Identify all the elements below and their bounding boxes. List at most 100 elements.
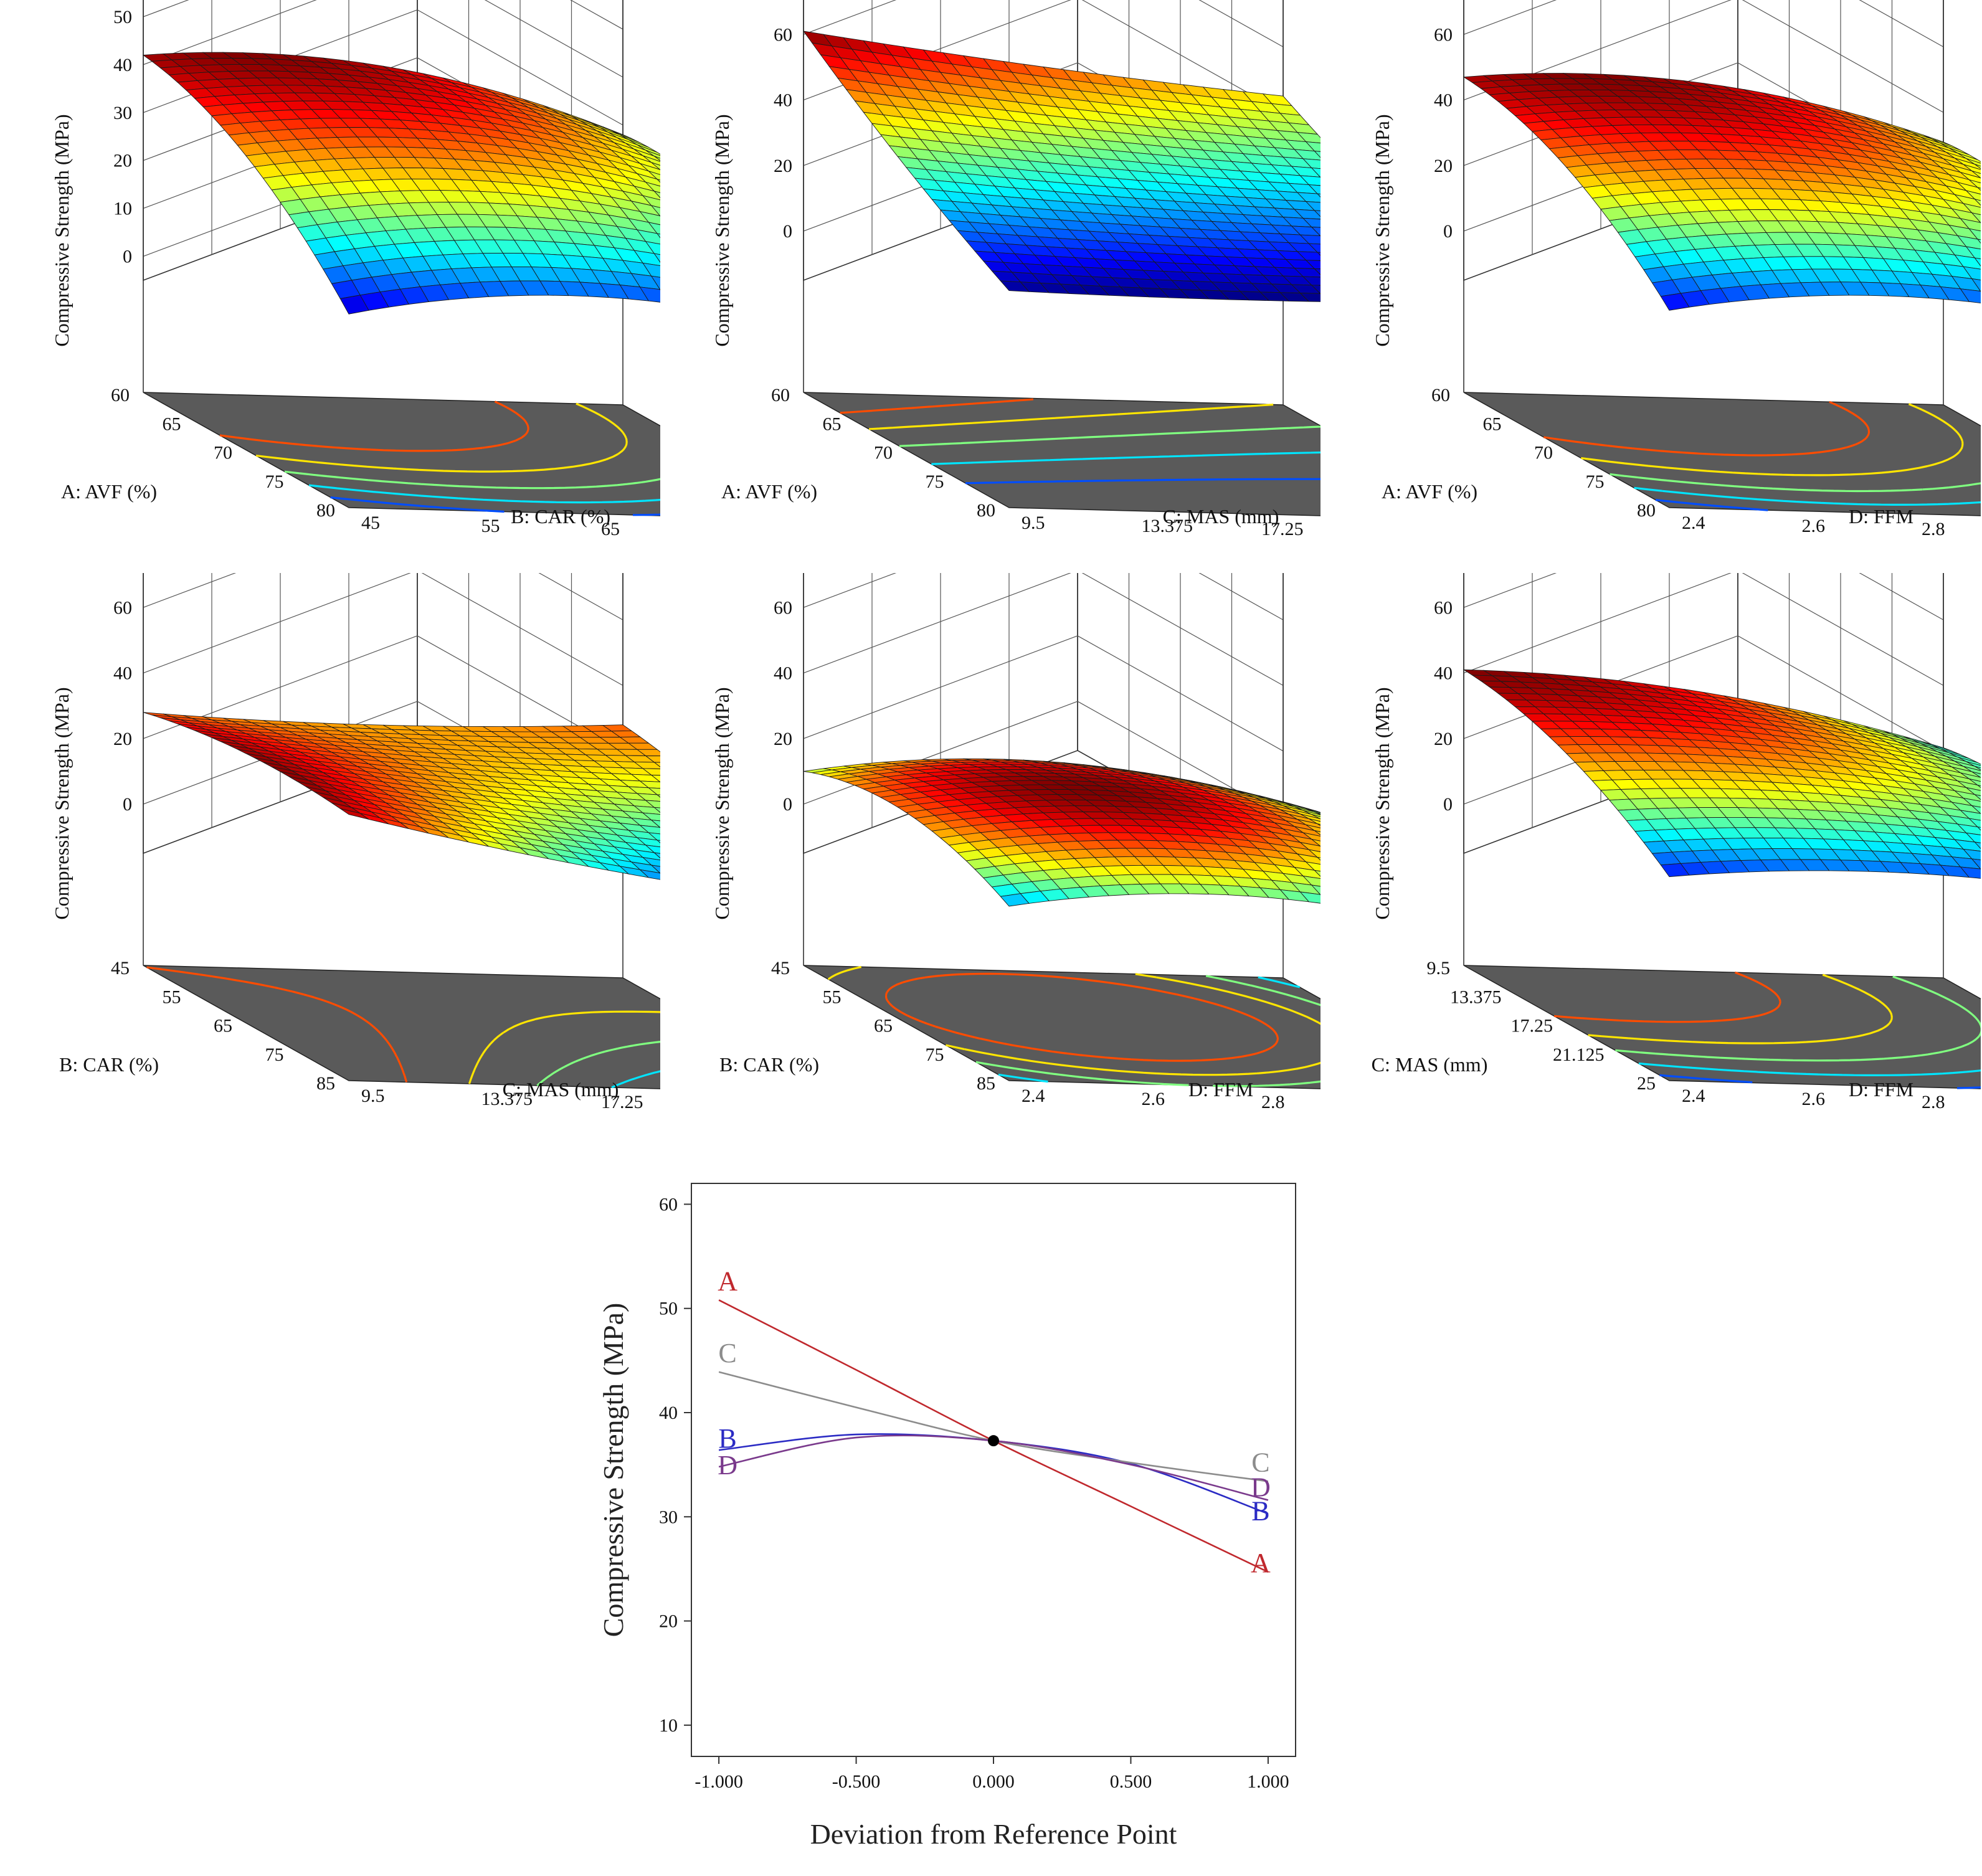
z-tick-label: 0 <box>1443 794 1453 815</box>
surface-cell <box>1973 198 1981 206</box>
x-tick-label: 55 <box>163 987 181 1007</box>
wall-grid-line <box>1198 573 1284 620</box>
response-surface <box>1463 669 1981 879</box>
z-axis-label: Compressive Strength (MPa) <box>50 114 73 346</box>
surface-cell <box>1305 141 1321 152</box>
y-tick-label: 50 <box>659 1299 678 1319</box>
surface-cell <box>645 845 660 854</box>
x-tick-label: 75 <box>265 471 284 492</box>
wall-grid-line <box>1463 0 1557 35</box>
surface-cell <box>1311 884 1321 895</box>
x-tick-label: 75 <box>926 1045 944 1065</box>
y-tick-label: 2.6 <box>1142 1089 1165 1109</box>
x-axis-label: B: CAR (%) <box>719 1053 819 1076</box>
surface-cell <box>636 749 660 757</box>
surface-cell <box>642 812 660 822</box>
x-tick-label: 60 <box>1431 385 1450 405</box>
surface-cell <box>1305 861 1321 872</box>
z-axis-label: Compressive Strength (MPa) <box>50 687 73 919</box>
surface-cell <box>1296 251 1321 261</box>
x-tick-label: -1.000 <box>695 1771 743 1792</box>
series-label-end-C: C <box>1251 1447 1269 1477</box>
response-surface <box>1463 73 1981 311</box>
x-tick-label: 65 <box>163 414 181 434</box>
surface-cell <box>1971 805 1981 814</box>
surface-cell <box>1317 823 1321 827</box>
x-tick-label: 21.125 <box>1553 1045 1605 1065</box>
x-tick-label: 80 <box>1637 500 1656 521</box>
surface-cell <box>648 222 660 235</box>
y-tick-label: 2.4 <box>1682 1086 1705 1106</box>
surface-cell <box>1314 210 1321 217</box>
y-axis-label: D: FFM <box>1849 505 1913 528</box>
wall-grid-line <box>143 573 237 608</box>
surface-cell <box>1316 193 1321 197</box>
contour-level <box>1659 1074 1981 1089</box>
perturbation-plot: 10 20 30 40 50 60 -1.000 -0.500 0.000 0.500 1.000 D… <box>597 1183 1296 1850</box>
wall-grid-line <box>1463 573 1732 674</box>
surface-cell <box>653 852 660 859</box>
series-label-start-A: A <box>718 1266 737 1296</box>
surface-cell <box>1297 819 1321 828</box>
series-label-start-B: B <box>718 1423 736 1454</box>
y-tick-label: 30 <box>659 1507 678 1527</box>
surface-cell <box>1966 158 1981 167</box>
surface-cell <box>645 800 660 808</box>
floor-contour-plane <box>143 965 660 1089</box>
surface-cell <box>648 171 660 181</box>
z-tick-label: 30 <box>113 103 132 123</box>
surface-cell <box>636 837 660 848</box>
series-label-end-B: B <box>1251 1495 1269 1526</box>
z-tick-label: 40 <box>1434 90 1453 111</box>
z-tick-label: 60 <box>113 597 132 618</box>
z-tick-label: 0 <box>783 221 792 242</box>
surface-cell <box>1296 853 1321 865</box>
surface-cell <box>642 262 660 278</box>
surface-cell <box>1966 787 1981 797</box>
y-tick-label: 10 <box>659 1715 678 1736</box>
y-axis-label: Compressive Strength (MPa) <box>597 1303 629 1637</box>
surface-cell <box>645 181 660 193</box>
floor-contour-plane <box>803 392 1321 516</box>
surface-cell <box>642 155 660 166</box>
x-axis-label: A: AVF (%) <box>1382 480 1477 503</box>
reference-point-marker <box>988 1435 999 1447</box>
z-tick-label: 40 <box>774 663 792 684</box>
contour-level <box>1655 499 1768 511</box>
x-tick-label: 45 <box>111 958 130 978</box>
surface-cell <box>1305 201 1321 211</box>
surface-cell <box>633 849 660 861</box>
surface-cell <box>1294 866 1321 879</box>
surface-cell <box>639 287 660 303</box>
z-tick-label: 60 <box>1434 597 1453 618</box>
x-tick-label: 45 <box>771 958 790 978</box>
x-tick-label: 80 <box>316 500 335 521</box>
x-tick-label: 13.375 <box>1450 987 1502 1007</box>
wall-grid-line <box>803 573 1071 674</box>
surface-cell <box>1308 184 1321 194</box>
surface-cell <box>1954 254 1981 270</box>
x-tick-label: 75 <box>1586 471 1605 492</box>
z-tick-label: 40 <box>774 90 792 111</box>
contour-level <box>965 478 1321 485</box>
surface-cell <box>647 787 660 795</box>
x-tick-label: 60 <box>771 385 790 405</box>
surface-cell <box>642 195 660 208</box>
surface-cell <box>1302 217 1321 228</box>
contour-level <box>1543 400 1870 457</box>
surface-cell <box>1960 288 1981 303</box>
wall-grid-line <box>143 0 317 65</box>
contour-level <box>536 1041 660 1087</box>
surface-cell <box>656 840 660 843</box>
z-tick-label: 50 <box>113 7 132 27</box>
surface-cell <box>1957 153 1981 164</box>
surface-cell <box>1974 257 1981 267</box>
surface-cell <box>1977 187 1981 191</box>
y-tick-label: 2.8 <box>1261 1092 1285 1112</box>
z-tick-label: 0 <box>783 794 792 815</box>
wall-grid-line <box>1198 0 1284 47</box>
y-tick-label: 2.4 <box>1682 513 1705 533</box>
wall-grid-line <box>1859 0 1944 47</box>
wall-grid-line <box>803 701 1078 805</box>
surface-cell <box>1956 181 1981 195</box>
